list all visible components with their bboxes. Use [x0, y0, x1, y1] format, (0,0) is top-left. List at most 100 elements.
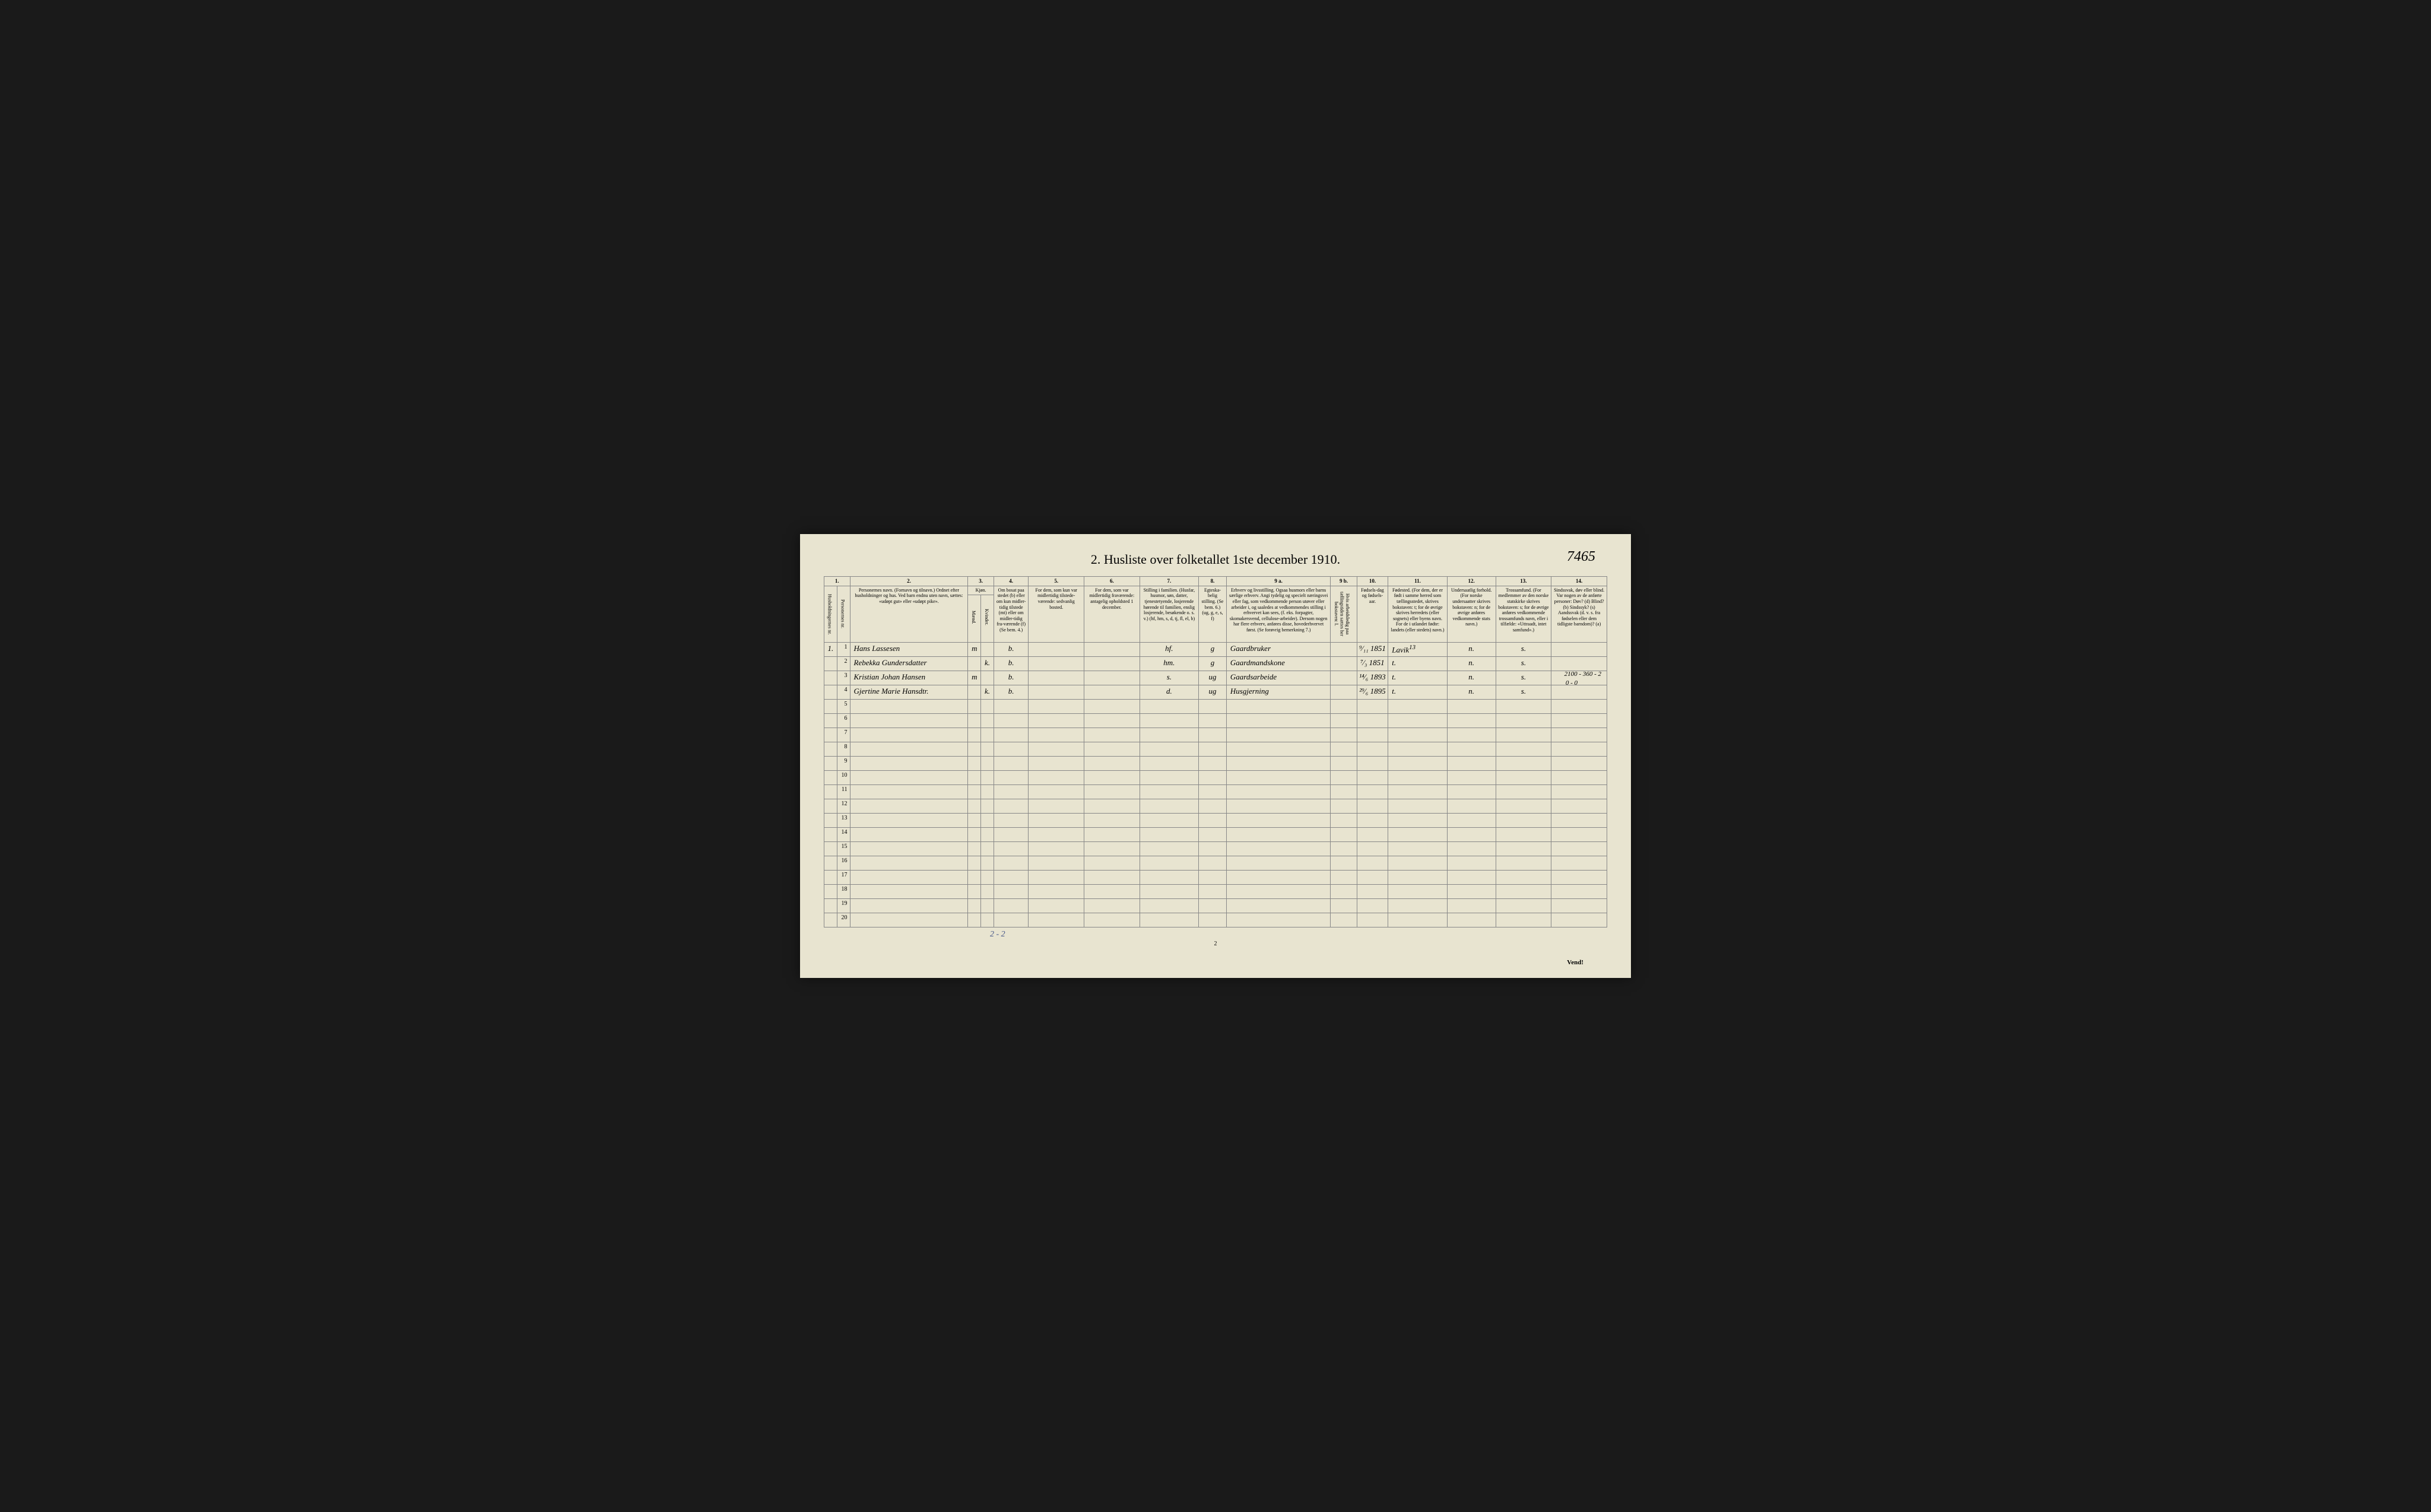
cell-c9b	[1331, 870, 1357, 884]
table-row: 7	[824, 728, 1607, 742]
cell-c8	[1199, 913, 1227, 927]
cell-c12: n.	[1447, 671, 1496, 685]
cell-name	[850, 884, 968, 898]
cell-c6	[1084, 671, 1140, 685]
hdr-c7: Stilling i familien. (Husfar, husmor, sø…	[1140, 586, 1198, 642]
cell-c9a	[1226, 913, 1331, 927]
footer-handwriting: 2 - 2	[990, 930, 1607, 939]
cell-name	[850, 713, 968, 728]
cell-b	[994, 856, 1029, 870]
page-number: 2	[824, 941, 1607, 947]
cell-c7	[1140, 756, 1198, 770]
cell-c6	[1084, 813, 1140, 827]
cell-hh	[824, 827, 837, 841]
cell-hh	[824, 784, 837, 799]
cell-c14	[1551, 756, 1607, 770]
cell-m	[968, 913, 981, 927]
cell-name	[850, 827, 968, 841]
colnum-11: 11.	[1388, 577, 1447, 586]
cell-c7	[1140, 728, 1198, 742]
cell-c12	[1447, 756, 1496, 770]
cell-m	[968, 713, 981, 728]
cell-c9b	[1331, 642, 1357, 656]
cell-pn: 18	[837, 884, 850, 898]
cell-hh	[824, 841, 837, 856]
cell-c6	[1084, 699, 1140, 713]
cell-c12	[1447, 913, 1496, 927]
cell-b	[994, 728, 1029, 742]
col-number-row: 1. 2. 3. 4. 5. 6. 7. 8. 9 a. 9 b. 10. 11…	[824, 577, 1607, 586]
cell-c7: d.	[1140, 685, 1198, 699]
cell-m	[968, 813, 981, 827]
cell-c5	[1029, 870, 1084, 884]
cell-c11	[1388, 784, 1447, 799]
cell-c9b	[1331, 799, 1357, 813]
cell-c8: g	[1199, 656, 1227, 671]
cell-name: Rebekka Gundersdatter	[850, 656, 968, 671]
cell-c11	[1388, 756, 1447, 770]
cell-c8	[1199, 827, 1227, 841]
cell-c10	[1357, 756, 1388, 770]
cell-m	[968, 856, 981, 870]
cell-m	[968, 884, 981, 898]
cell-c14	[1551, 642, 1607, 656]
cell-c13: s.	[1496, 671, 1551, 685]
cell-pn: 12	[837, 799, 850, 813]
cell-hh	[824, 671, 837, 685]
cell-name	[850, 728, 968, 742]
cell-name	[850, 799, 968, 813]
colnum-6: 6.	[1084, 577, 1140, 586]
cell-k	[981, 728, 994, 742]
census-table: 1. 2. 3. 4. 5. 6. 7. 8. 9 a. 9 b. 10. 11…	[824, 576, 1607, 927]
cell-c10	[1357, 827, 1388, 841]
cell-c12: n.	[1447, 642, 1496, 656]
colnum-8: 8.	[1199, 577, 1227, 586]
cell-c5	[1029, 728, 1084, 742]
cell-c9a	[1226, 699, 1331, 713]
cell-pn: 19	[837, 898, 850, 913]
cell-k	[981, 671, 994, 685]
cell-c9a	[1226, 898, 1331, 913]
cell-c5	[1029, 742, 1084, 756]
cell-c7	[1140, 699, 1198, 713]
cell-c9a	[1226, 728, 1331, 742]
cell-name: Hans Lassesen	[850, 642, 968, 656]
colnum-5: 5.	[1029, 577, 1084, 586]
cell-c6	[1084, 742, 1140, 756]
cell-c12	[1447, 813, 1496, 827]
cell-k	[981, 827, 994, 841]
cell-c13	[1496, 898, 1551, 913]
cell-c9a	[1226, 756, 1331, 770]
cell-c8	[1199, 756, 1227, 770]
cell-c8	[1199, 770, 1227, 784]
cell-hh	[824, 870, 837, 884]
cell-name	[850, 699, 968, 713]
cell-hh	[824, 799, 837, 813]
cell-c6	[1084, 841, 1140, 856]
cell-c11: t.	[1388, 685, 1447, 699]
cell-k	[981, 770, 994, 784]
colnum-9a: 9 a.	[1226, 577, 1331, 586]
cell-c11	[1388, 699, 1447, 713]
table-row: 5	[824, 699, 1607, 713]
cell-c14	[1551, 728, 1607, 742]
cell-pn: 8	[837, 742, 850, 756]
cell-c14	[1551, 656, 1607, 671]
cell-c6	[1084, 770, 1140, 784]
cell-c8	[1199, 742, 1227, 756]
cell-c7: hf.	[1140, 642, 1198, 656]
cell-b: b.	[994, 685, 1029, 699]
cell-c14	[1551, 913, 1607, 927]
cell-m	[968, 728, 981, 742]
hdr-c14: Sindssvak, døv eller blind. Var nogen av…	[1551, 586, 1607, 642]
cell-pn: 3	[837, 671, 850, 685]
cell-c7	[1140, 870, 1198, 884]
cell-c12	[1447, 728, 1496, 742]
cell-c9a	[1226, 770, 1331, 784]
cell-c5	[1029, 699, 1084, 713]
cell-c11	[1388, 728, 1447, 742]
cell-c10	[1357, 742, 1388, 756]
cell-c11	[1388, 913, 1447, 927]
cell-c5	[1029, 813, 1084, 827]
table-row: 10	[824, 770, 1607, 784]
